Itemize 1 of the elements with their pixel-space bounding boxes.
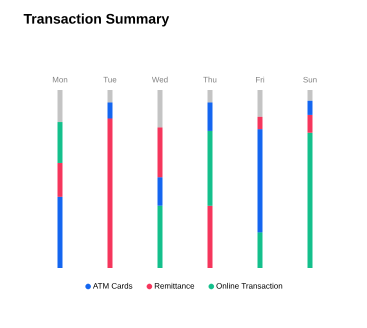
chart-title: Transaction Summary [24,14,170,27]
